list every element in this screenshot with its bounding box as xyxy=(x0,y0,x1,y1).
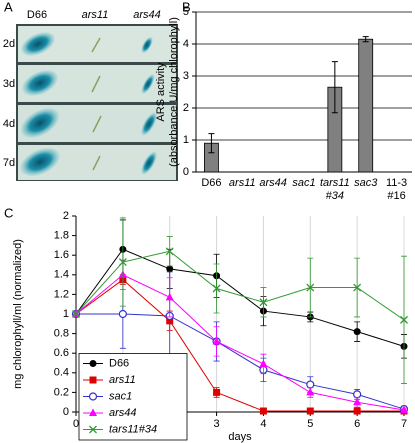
legend-label: sac1 xyxy=(109,390,132,402)
x-tick-label: tars11 xyxy=(320,177,350,189)
row-label: 4d xyxy=(3,118,15,130)
column-label: ars11 xyxy=(82,9,109,21)
x-tick-label: 11-3 xyxy=(386,177,407,189)
column-label: ars44 xyxy=(133,9,161,21)
panel-label: B xyxy=(182,0,191,14)
series-line xyxy=(75,279,404,412)
y-tick-label: 5 xyxy=(183,6,189,18)
y-tick-label: 0.4 xyxy=(54,367,69,379)
legend-label: tars11#34 xyxy=(109,423,157,435)
point xyxy=(400,315,408,324)
y-tick-label: 1.4 xyxy=(54,269,69,281)
x-axis-label: days xyxy=(228,431,252,443)
point xyxy=(400,405,408,414)
x-tick-label: #16 xyxy=(387,190,405,202)
y-axis-label: (absorbance U/mg chlorophyll) xyxy=(168,17,180,167)
legend-marker xyxy=(89,425,97,434)
point xyxy=(118,258,127,267)
point xyxy=(353,283,362,292)
point xyxy=(259,359,268,367)
legend-marker xyxy=(89,408,97,416)
x-tick-label: 0 xyxy=(73,418,79,430)
panel-label: A xyxy=(4,0,13,14)
point xyxy=(353,328,361,336)
y-tick-label: 1 xyxy=(183,134,189,146)
point xyxy=(165,292,174,301)
x-tick-label: D66 xyxy=(201,177,221,189)
point xyxy=(118,309,127,319)
y-tick-label: 0.8 xyxy=(54,328,69,340)
series-line xyxy=(75,248,405,347)
x-tick-label: ars11 xyxy=(229,177,256,189)
legend-marker xyxy=(88,392,98,401)
y-tick-label: 1.2 xyxy=(54,288,69,300)
y-tick-label: 1 xyxy=(63,308,69,320)
point xyxy=(353,397,362,406)
legend-label: D66 xyxy=(109,357,129,369)
y-tick-label: 1.6 xyxy=(54,249,69,261)
y-tick-label: 4 xyxy=(183,38,189,50)
x-tick-label: 3 xyxy=(214,418,220,430)
y-tick-label: 1.8 xyxy=(54,230,69,242)
legend-label: ars44 xyxy=(109,407,137,419)
point xyxy=(306,387,315,396)
y-tick-label: 3 xyxy=(183,70,189,82)
point xyxy=(213,388,221,396)
y-tick-label: 0.6 xyxy=(54,347,69,359)
point xyxy=(72,310,80,318)
panel-label: C xyxy=(4,205,13,220)
y-tick-label: 0 xyxy=(183,166,189,178)
error-bar xyxy=(362,36,369,43)
y-tick-label: 2 xyxy=(183,102,189,114)
row-label: 3d xyxy=(3,78,15,90)
point xyxy=(306,380,315,389)
point xyxy=(259,298,268,307)
series-line xyxy=(76,313,405,410)
legend-marker xyxy=(89,376,97,384)
point xyxy=(165,247,174,256)
point xyxy=(306,283,315,292)
series-line xyxy=(75,250,405,321)
plate-photo xyxy=(16,24,178,181)
x-tick-label: 7 xyxy=(401,418,407,430)
y-tick-label: 0 xyxy=(63,406,69,418)
y-axis-label: ARS activity xyxy=(155,62,167,122)
x-tick-label: 6 xyxy=(354,418,360,430)
point xyxy=(259,407,267,415)
x-tick-label: sac1 xyxy=(292,177,315,189)
legend-label: ars11 xyxy=(109,374,136,386)
point xyxy=(166,265,174,273)
x-tick-label: 4 xyxy=(260,418,266,430)
column-label: D66 xyxy=(27,9,47,21)
point xyxy=(353,390,362,399)
error-bar xyxy=(208,133,215,154)
series-line xyxy=(75,274,405,411)
point xyxy=(306,407,314,415)
row-label: 2d xyxy=(3,38,15,50)
x-tick-label: ars44 xyxy=(259,177,287,189)
bar xyxy=(358,38,374,173)
y-tick-label: 0.2 xyxy=(54,386,69,398)
y-tick-label: 2 xyxy=(63,210,69,222)
point xyxy=(353,407,361,415)
row-label: 7d xyxy=(3,157,15,169)
y-axis-label: mg chlorophyll/ml (normalized) xyxy=(12,239,24,389)
x-tick-label: sac3 xyxy=(354,177,378,189)
error-bar xyxy=(331,61,338,114)
legend-marker xyxy=(89,360,97,367)
x-tick-label: #34 xyxy=(326,190,344,202)
point xyxy=(212,284,221,293)
point xyxy=(212,336,221,345)
x-tick-label: 5 xyxy=(307,418,313,430)
